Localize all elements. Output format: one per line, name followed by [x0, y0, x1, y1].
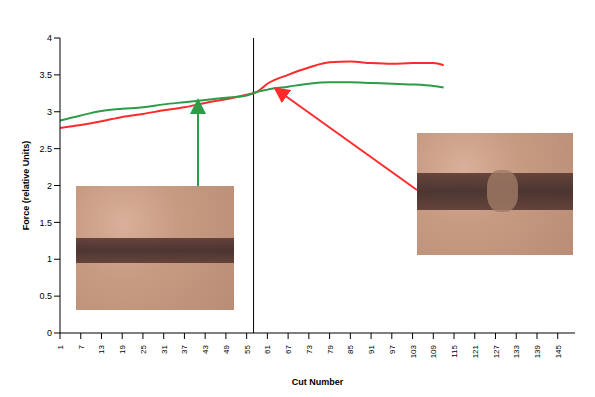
- svg-text:4: 4: [47, 33, 52, 43]
- svg-text:115: 115: [450, 344, 459, 357]
- svg-text:121: 121: [471, 344, 480, 358]
- svg-text:1: 1: [47, 254, 52, 264]
- svg-text:127: 127: [492, 344, 501, 358]
- svg-text:13: 13: [97, 344, 106, 353]
- svg-text:1: 1: [56, 344, 65, 349]
- svg-text:19: 19: [118, 344, 127, 353]
- svg-text:91: 91: [367, 344, 376, 353]
- svg-text:0: 0: [47, 328, 52, 338]
- svg-text:67: 67: [284, 344, 293, 353]
- svg-text:31: 31: [160, 344, 169, 353]
- svg-text:25: 25: [139, 344, 148, 353]
- svg-text:73: 73: [305, 344, 314, 353]
- svg-text:85: 85: [346, 344, 355, 353]
- svg-text:2.5: 2.5: [39, 144, 52, 154]
- svg-text:97: 97: [388, 344, 397, 353]
- svg-text:103: 103: [409, 344, 418, 358]
- svg-text:1.5: 1.5: [39, 218, 52, 228]
- svg-text:61: 61: [263, 344, 272, 353]
- svg-text:3.5: 3.5: [39, 70, 52, 80]
- svg-text:3: 3: [47, 107, 52, 117]
- svg-text:55: 55: [243, 344, 252, 353]
- svg-text:7: 7: [77, 344, 86, 349]
- svg-text:2: 2: [47, 181, 52, 191]
- svg-text:79: 79: [326, 344, 335, 353]
- svg-text:43: 43: [201, 344, 210, 353]
- svg-text:133: 133: [512, 344, 521, 358]
- svg-text:145: 145: [554, 344, 563, 358]
- svg-text:139: 139: [533, 344, 542, 358]
- svg-text:49: 49: [222, 344, 231, 353]
- svg-text:Cut Number: Cut Number: [292, 377, 344, 387]
- svg-text:37: 37: [180, 344, 189, 353]
- svg-text:109: 109: [429, 344, 438, 358]
- svg-text:Force (relative Units): Force (relative Units): [21, 141, 31, 231]
- svg-text:0.5: 0.5: [39, 291, 52, 301]
